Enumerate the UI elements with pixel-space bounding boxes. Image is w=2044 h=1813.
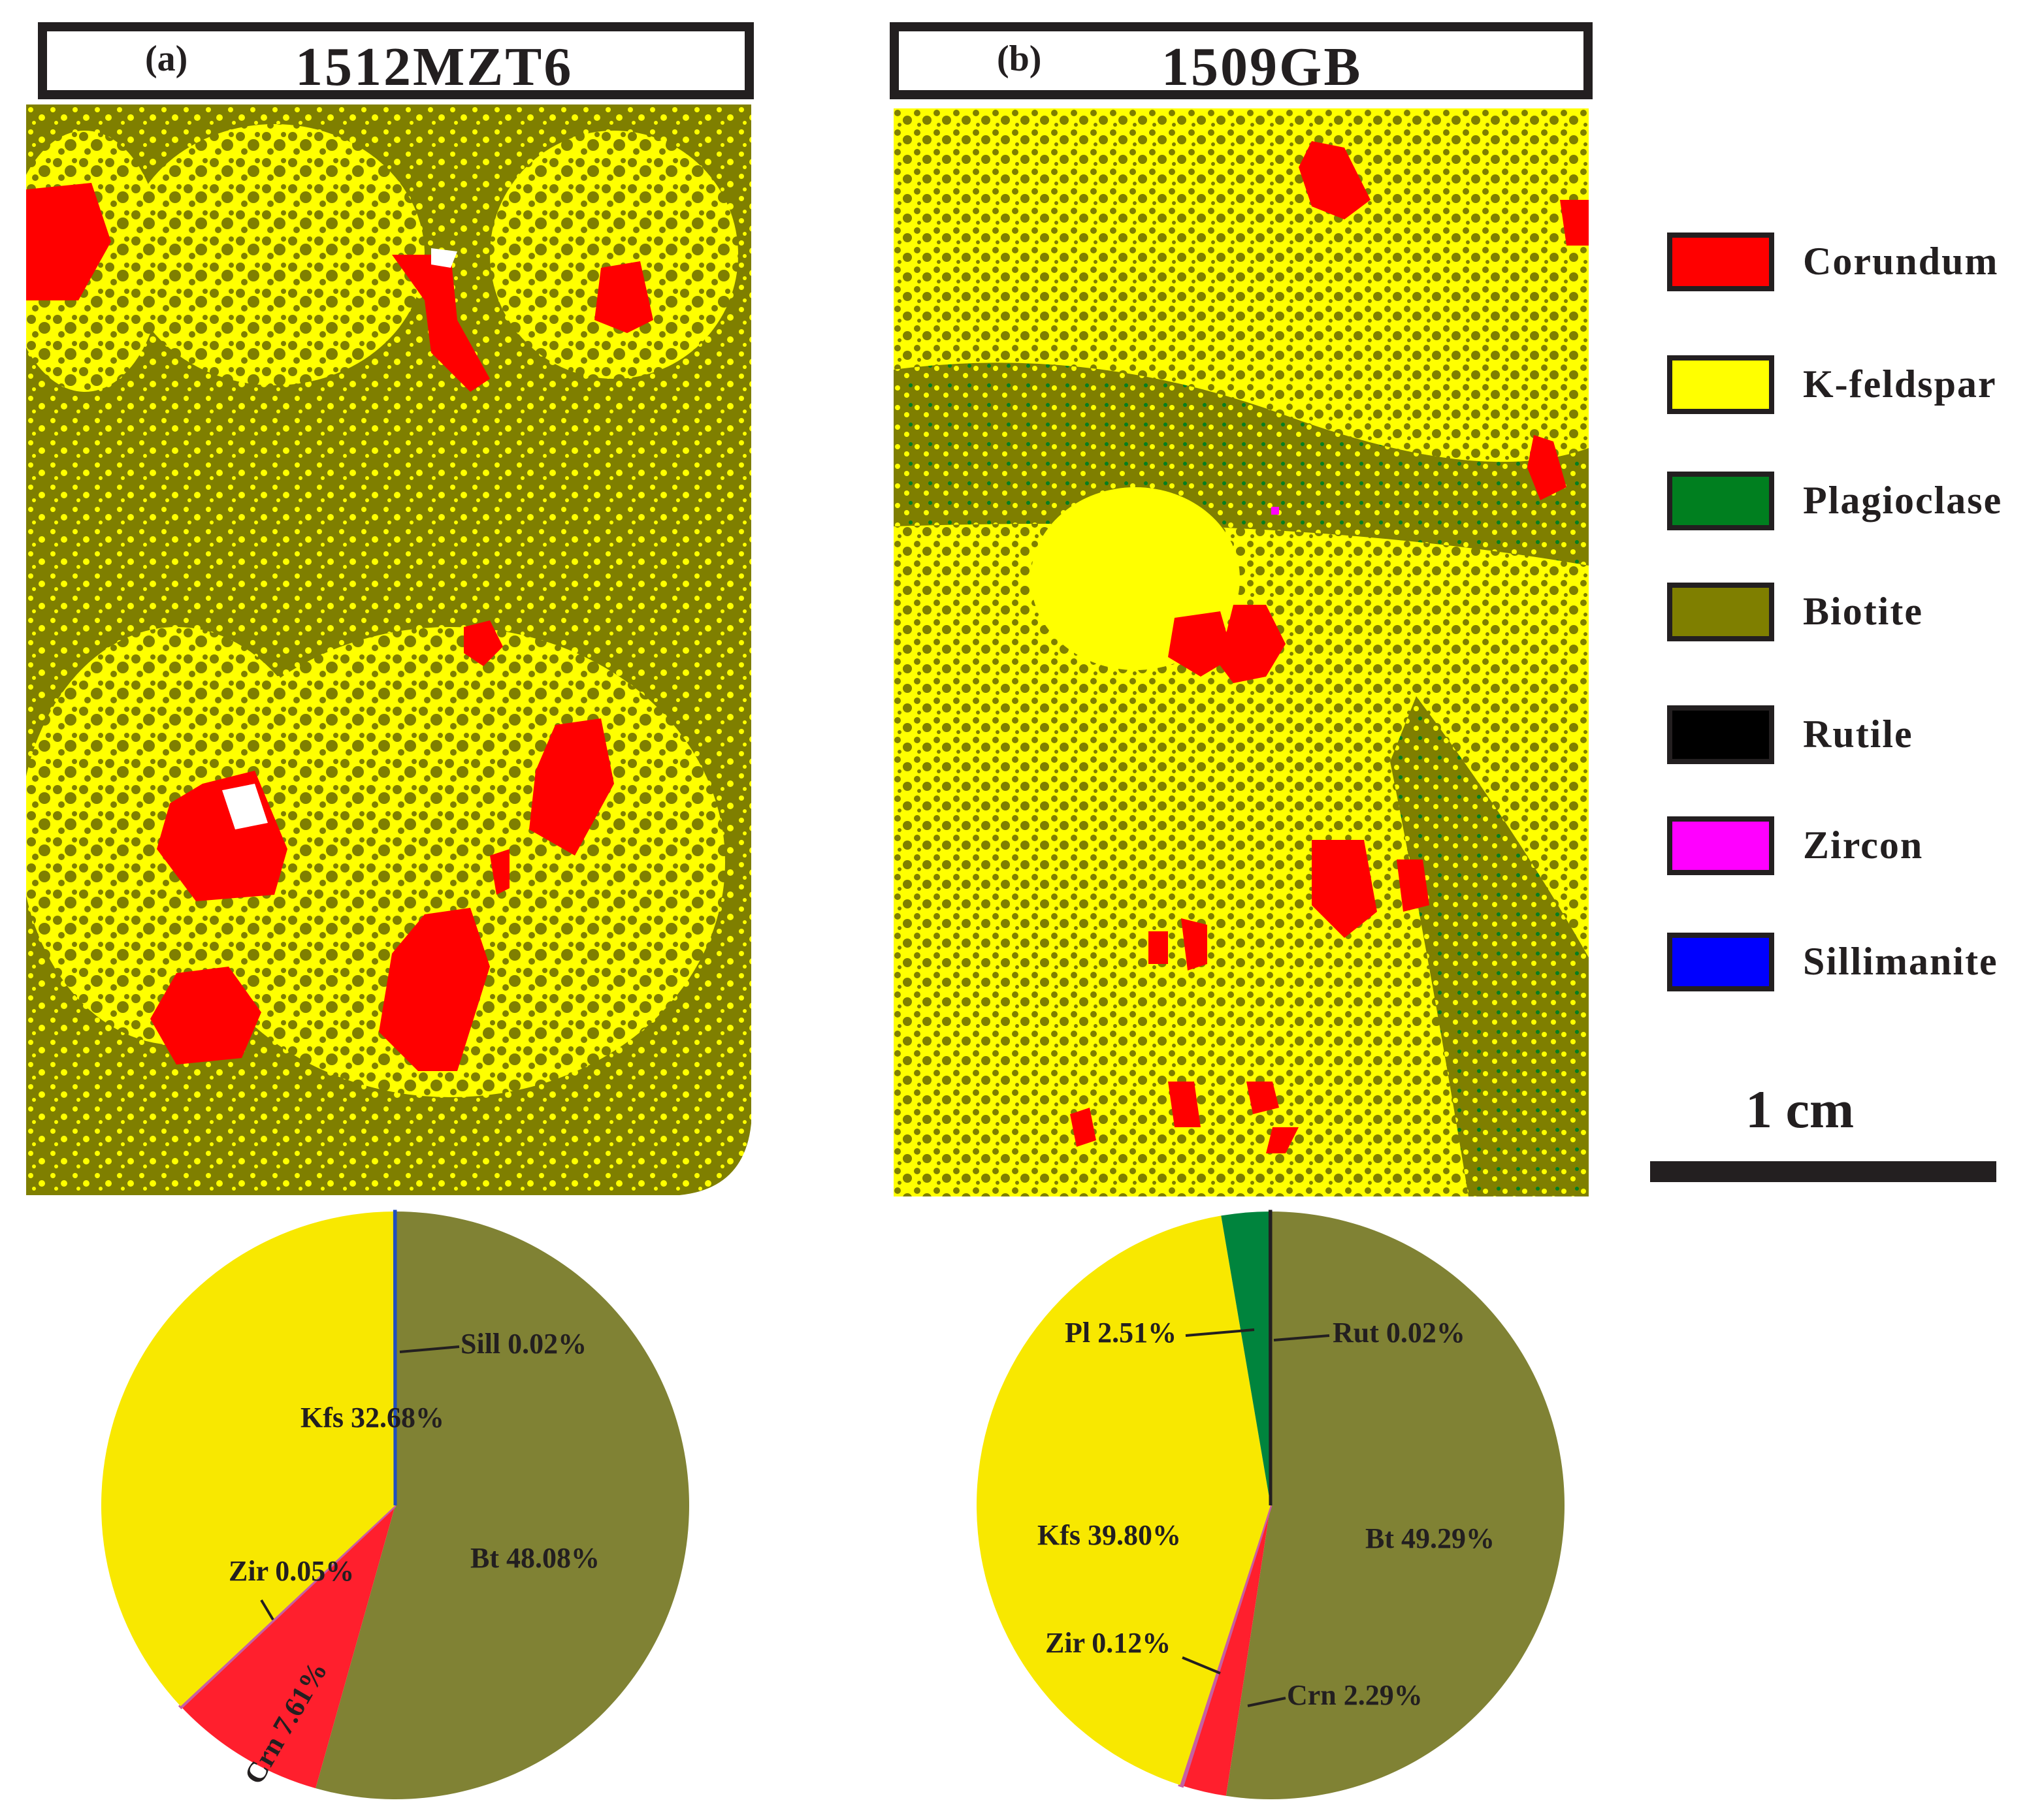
legend-label-corundum: Corundum <box>1803 240 1999 283</box>
scale-label: 1 cm <box>1745 1080 1855 1139</box>
legend-item-biotite: Biotite <box>1667 583 2033 641</box>
pie-label-zir: Zir 0.12% <box>1045 1627 1171 1659</box>
leader-line-zir <box>260 1599 274 1621</box>
leader-line-pl <box>1185 1328 1255 1337</box>
phase-map-a <box>26 104 758 1195</box>
pie-chart-b-wrap: Bt 49.29% Crn 2.29% Zir 0.12% Kfs 39.80% Pl … <box>973 1202 1574 1812</box>
legend-label-plagioclase: Plagioclase <box>1803 479 2003 522</box>
pie-chart-a: Bt 48.08%Crn 7.61%Zir 0.05%Kfs 32.68%Sil… <box>101 1210 689 1799</box>
pie-chart-b: Bt 49.29% Crn 2.29% Zir 0.12% Kfs 39.80% Pl … <box>977 1210 1565 1799</box>
pie-slice-rut <box>1268 1210 1273 1506</box>
leader-line-crn <box>1247 1697 1286 1707</box>
legend-label-rutile: Rutile <box>1803 713 1913 756</box>
legend-label-biotite: Biotite <box>1803 590 1923 633</box>
panel-a-sample-id: 1512MZT6 <box>295 37 574 97</box>
legend-swatch-corundum <box>1667 233 1774 291</box>
pie-label-bt: Bt 48.08% <box>470 1542 600 1574</box>
legend-item-corundum: Corundum <box>1667 233 2033 291</box>
leader-line-zir <box>1182 1656 1221 1675</box>
pie-label-crn: Crn 2.29% <box>1287 1679 1423 1711</box>
phase-map-b <box>894 108 1589 1196</box>
pie-label-zir: Zir 0.05% <box>229 1555 354 1587</box>
legend-label-sillimanite: Sillimanite <box>1803 940 1998 983</box>
legend-item-sillimanite: Sillimanite <box>1667 933 2033 991</box>
leader-line-sill <box>399 1345 460 1353</box>
pie-slice-crn <box>181 1505 395 1789</box>
pie-slice-kfs <box>101 1211 395 1707</box>
legend-item-zircon: Zircon <box>1667 816 2033 875</box>
legend-swatch-plagioclase <box>1667 472 1774 530</box>
panel-a-header: (a) 1512MZT6 <box>38 22 754 99</box>
legend-swatch-sillimanite <box>1667 933 1774 991</box>
pie-slice-kfs <box>977 1215 1271 1786</box>
phase-map-b-image <box>894 108 1589 1196</box>
phase-map-a-image <box>26 104 751 1195</box>
legend-swatch-k-feldspar <box>1667 355 1774 414</box>
legend-swatch-zircon <box>1667 816 1774 875</box>
pie-label-kfs: Kfs 39.80% <box>1037 1519 1181 1551</box>
scale-bar <box>1650 1161 1996 1182</box>
panel-b-sample-id: 1509GB <box>1161 37 1363 97</box>
pie-label-pl: Pl 2.51% <box>1065 1317 1176 1349</box>
panel-a-letter: (a) <box>145 39 188 79</box>
legend-label-zircon: Zircon <box>1803 824 1924 867</box>
pie-slice-bt <box>316 1211 689 1799</box>
pie-slice-zir <box>178 1504 397 1710</box>
legend-item-plagioclase: Plagioclase <box>1667 472 2033 530</box>
legend-item-k-feldspar: K-feldspar <box>1667 355 2033 414</box>
legend-swatch-biotite <box>1667 583 1774 641</box>
pie-slice-zir <box>1178 1505 1273 1788</box>
pie-slice-pl <box>1221 1211 1271 1505</box>
pie-slice-bt <box>1225 1211 1565 1799</box>
pie-label-bt: Bt 49.29% <box>1365 1522 1495 1554</box>
legend-item-rutile: Rutile <box>1667 705 2033 764</box>
legend-label-k-feldspar: K-feldspar <box>1803 362 1997 406</box>
pie-label-sill: Sill 0.02% <box>461 1328 587 1360</box>
panel-b-header: (b) 1509GB <box>890 22 1593 99</box>
pie-label-kfs: Kfs 32.68% <box>300 1402 444 1434</box>
panel-b-letter: (b) <box>997 39 1042 79</box>
leader-line-rut <box>1273 1334 1330 1341</box>
legend-swatch-rutile <box>1667 705 1774 764</box>
pie-chart-a-wrap: Bt 48.08% Crn 7.61% Zir 0.05% Kfs 32.68% Sil… <box>98 1202 699 1812</box>
pie-label-rut: Rut 0.02% <box>1333 1317 1465 1349</box>
